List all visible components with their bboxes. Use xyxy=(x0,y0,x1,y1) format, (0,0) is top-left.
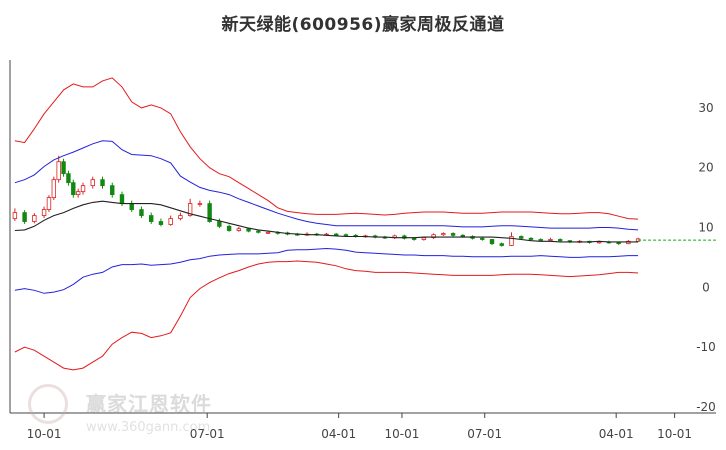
candle-body xyxy=(431,234,436,239)
candle-body xyxy=(46,197,52,210)
candle-body xyxy=(480,237,485,240)
candle-body xyxy=(158,221,164,225)
channel-line-lower-outer xyxy=(14,260,639,371)
candle-body xyxy=(178,215,183,219)
candle-body xyxy=(217,221,222,227)
candle-body xyxy=(489,239,495,245)
candle-body xyxy=(22,212,27,222)
y-tick-label: 10 xyxy=(698,221,713,235)
candle-body xyxy=(509,236,514,246)
candle-body xyxy=(168,218,173,225)
candle-body xyxy=(32,215,37,222)
candle-body xyxy=(460,234,466,237)
channel-line-lower-inner xyxy=(14,247,639,294)
candle-body xyxy=(538,239,543,241)
candle-body xyxy=(596,241,602,244)
candle-body xyxy=(197,203,203,205)
watermark-logo-icon xyxy=(28,384,68,424)
candle-body xyxy=(119,194,125,204)
candle-body xyxy=(51,179,57,199)
candle-body xyxy=(626,240,631,245)
y-tick-label: -10 xyxy=(696,340,716,354)
candle-body xyxy=(441,233,446,236)
candles-group xyxy=(12,155,641,247)
candle-body xyxy=(411,237,417,240)
candle-body xyxy=(110,185,115,196)
candle-body xyxy=(256,230,261,233)
candle-body xyxy=(528,237,534,240)
candle-body xyxy=(71,182,76,196)
candle-body xyxy=(148,215,154,222)
candle-body xyxy=(129,203,134,210)
candle-body xyxy=(226,225,232,231)
x-tick-label: 04-01 xyxy=(599,427,634,441)
y-tick-label: 0 xyxy=(702,280,710,294)
watermark-url: www.360gann.com xyxy=(86,420,211,435)
candle-body xyxy=(421,237,427,240)
candle-body xyxy=(557,239,563,242)
candle-body xyxy=(450,233,456,236)
candle-body xyxy=(12,212,18,219)
chart-title: 新天绿能(600956)赢家周极反通道 xyxy=(221,15,505,35)
watermark: 赢家江恩软件 www.360gann.com xyxy=(28,382,228,444)
y-tick-label: 30 xyxy=(698,101,713,115)
channel-line-middle xyxy=(14,200,639,243)
candle-body xyxy=(236,228,242,231)
candle-body xyxy=(246,228,251,232)
y-tick-label: 20 xyxy=(698,161,713,175)
candle-body xyxy=(187,203,193,216)
candle-body xyxy=(616,242,621,245)
channel-line-upper-inner xyxy=(14,140,639,231)
candle-body xyxy=(41,209,47,216)
watermark-brand: 赢家江恩软件 xyxy=(86,392,212,416)
x-tick-label: 10-01 xyxy=(385,427,420,441)
channel-line-upper-outer xyxy=(14,77,639,220)
axes-group xyxy=(9,60,716,418)
x-tick-label: 10-01 xyxy=(27,427,62,441)
candle-body xyxy=(100,179,105,187)
x-tick-label: 07-01 xyxy=(190,427,225,441)
candle-body xyxy=(139,209,144,216)
candle-body xyxy=(548,239,553,241)
candle-body xyxy=(343,234,349,237)
candle-body xyxy=(61,161,66,175)
x-tick-label: 04-01 xyxy=(321,427,356,441)
candle-body xyxy=(80,185,86,193)
candle-body xyxy=(90,179,95,187)
channel-lines-group xyxy=(14,77,716,371)
candle-body xyxy=(265,231,271,234)
tick-labels-group: 30 20 10 0 -10 -20 10-01 07-01 04-01 10-01 07-01 04… xyxy=(27,101,716,441)
candle-body xyxy=(66,173,71,184)
candle-body xyxy=(207,203,212,222)
candle-body xyxy=(75,191,81,196)
x-tick-label: 07-01 xyxy=(467,427,502,441)
candle-body xyxy=(334,233,339,236)
candle-body xyxy=(402,235,407,239)
candle-body xyxy=(499,243,504,246)
x-tick-label: 10-01 xyxy=(657,427,692,441)
y-tick-label: -20 xyxy=(696,400,716,414)
candle-body xyxy=(56,161,61,181)
candle-body xyxy=(519,236,524,239)
